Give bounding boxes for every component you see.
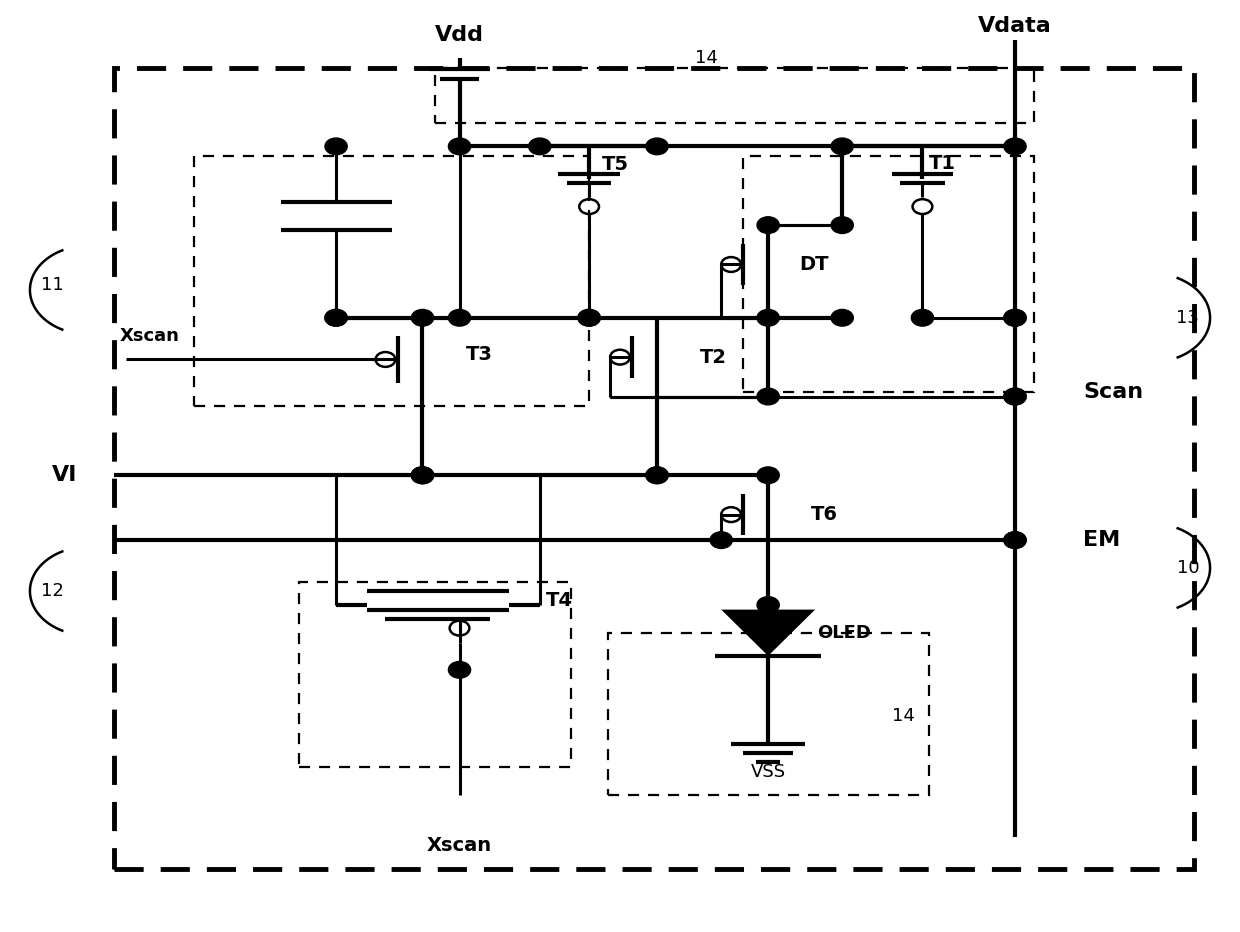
- Bar: [195, 156, 589, 405]
- Circle shape: [1004, 138, 1027, 155]
- Circle shape: [1004, 309, 1027, 326]
- Polygon shape: [722, 610, 815, 656]
- Text: T6: T6: [811, 505, 838, 524]
- Circle shape: [911, 309, 934, 326]
- Circle shape: [578, 309, 600, 326]
- Text: T3: T3: [466, 346, 492, 364]
- Text: Scan: Scan: [1083, 382, 1143, 402]
- Text: T1: T1: [929, 154, 956, 172]
- Circle shape: [412, 467, 434, 484]
- Circle shape: [758, 389, 779, 404]
- Text: Xscan: Xscan: [427, 836, 492, 856]
- Bar: [114, 68, 1194, 869]
- Circle shape: [325, 309, 347, 326]
- Circle shape: [646, 138, 668, 155]
- Circle shape: [1004, 389, 1027, 404]
- Text: OLED: OLED: [817, 624, 872, 642]
- Circle shape: [325, 309, 347, 326]
- Circle shape: [711, 532, 733, 548]
- Circle shape: [449, 309, 471, 326]
- Text: Vdd: Vdd: [435, 25, 484, 46]
- Circle shape: [1004, 532, 1027, 548]
- Text: 12: 12: [41, 582, 63, 600]
- Text: T2: T2: [701, 348, 727, 366]
- Circle shape: [449, 662, 471, 678]
- Text: VI: VI: [52, 465, 78, 486]
- Text: 14: 14: [893, 707, 915, 725]
- Text: DT: DT: [799, 255, 828, 274]
- Circle shape: [1004, 389, 1027, 404]
- Circle shape: [325, 138, 347, 155]
- Circle shape: [758, 467, 779, 484]
- Circle shape: [831, 217, 853, 233]
- Circle shape: [831, 138, 853, 155]
- Circle shape: [412, 467, 434, 484]
- Circle shape: [412, 309, 434, 326]
- Bar: [299, 582, 570, 767]
- Circle shape: [528, 138, 551, 155]
- Text: Vdata: Vdata: [978, 16, 1052, 36]
- Text: VSS: VSS: [750, 762, 786, 781]
- Circle shape: [758, 309, 779, 326]
- Text: 10: 10: [1177, 559, 1199, 577]
- Circle shape: [831, 309, 853, 326]
- Circle shape: [578, 309, 600, 326]
- Circle shape: [646, 467, 668, 484]
- Text: 14: 14: [694, 49, 718, 67]
- Text: 11: 11: [41, 277, 63, 295]
- Circle shape: [758, 596, 779, 613]
- Text: T4: T4: [546, 591, 573, 610]
- Bar: [608, 633, 929, 795]
- Circle shape: [412, 467, 434, 484]
- Circle shape: [646, 467, 668, 484]
- Bar: [744, 156, 1033, 391]
- Circle shape: [449, 138, 471, 155]
- Circle shape: [1004, 309, 1027, 326]
- Text: T5: T5: [601, 156, 629, 174]
- Circle shape: [1004, 532, 1027, 548]
- Bar: [435, 68, 1033, 123]
- Text: EM: EM: [1083, 530, 1120, 550]
- Text: Xscan: Xscan: [120, 327, 180, 345]
- Circle shape: [758, 217, 779, 233]
- Text: 13: 13: [1177, 308, 1199, 327]
